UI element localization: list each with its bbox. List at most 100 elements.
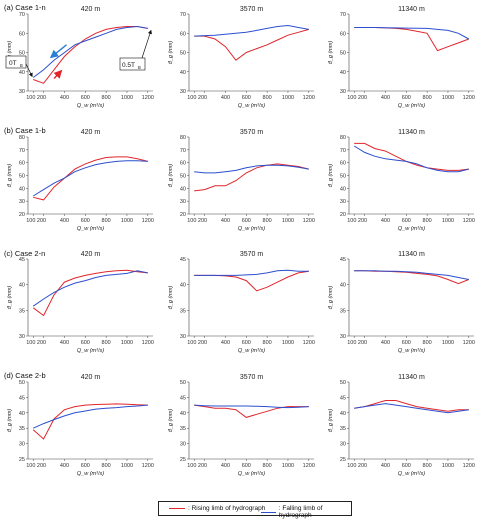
x-tick-label: 400 xyxy=(60,340,69,346)
y-tick-label: 30 xyxy=(19,334,25,340)
chart-grid: 420 m 30 40 50 60 70 100 200 400 600 800 1000 1200 Q… xyxy=(5,6,475,477)
row-title-d: (d) Case 2-b xyxy=(4,371,46,380)
series-line-falling xyxy=(194,164,309,174)
x-tick-label: 400 xyxy=(60,95,69,101)
series-line-rising xyxy=(354,400,469,412)
y-tick-label: 20 xyxy=(340,212,346,218)
chart-title: 3570 m xyxy=(240,374,264,381)
y-tick-label: 70 xyxy=(340,148,346,154)
series-line-falling xyxy=(354,403,469,414)
x-tick-label: 1200 xyxy=(142,218,154,224)
x-axis-label: Q_w (m³/s) xyxy=(77,471,104,477)
chart-title: 420 m xyxy=(81,6,101,13)
x-tick-label: 1200 xyxy=(463,463,475,469)
y-tick-label: 40 xyxy=(340,70,346,76)
series-line-rising xyxy=(194,163,309,192)
y-tick-label: 40 xyxy=(180,70,186,76)
y-tick-label: 80 xyxy=(340,135,346,141)
x-tick-label: 600 xyxy=(402,463,411,469)
x-tick-label: 1000 xyxy=(442,340,454,346)
x-tick-label: 100 200 xyxy=(26,340,46,346)
x-tick-label: 1000 xyxy=(121,463,133,469)
x-tick-label: 800 xyxy=(102,340,111,346)
x-tick-label: 100 200 xyxy=(26,218,46,224)
y-tick-label: 80 xyxy=(180,135,186,141)
x-tick-label: 1000 xyxy=(121,95,133,101)
y-tick-label: 30 xyxy=(180,89,186,95)
x-tick-label: 800 xyxy=(423,95,432,101)
x-tick-label: 400 xyxy=(60,218,69,224)
x-tick-label: 100 200 xyxy=(187,95,207,101)
x-tick-label: 1200 xyxy=(463,340,475,346)
x-tick-label: 800 xyxy=(263,463,272,469)
y-tick-label: 45 xyxy=(180,395,186,401)
peak-annotation-box xyxy=(119,57,146,71)
x-tick-label: 1000 xyxy=(282,95,294,101)
x-axis-label: Q_w (m³/s) xyxy=(238,471,265,477)
chart-panel: 11340 m 20 30 40 50 60 70 80 100 200 400 600 800 100… xyxy=(328,129,475,232)
x-tick-label: 1000 xyxy=(442,95,454,101)
y-tick-label: 50 xyxy=(19,174,25,180)
x-axis-label: Q_w (m³/s) xyxy=(238,103,265,109)
rising-direction-arrow xyxy=(53,69,63,79)
y-tick-label: 45 xyxy=(340,395,346,401)
series-line-falling xyxy=(32,270,148,307)
y-tick-label: 70 xyxy=(180,148,186,154)
y-tick-label: 40 xyxy=(180,186,186,192)
x-tick-label: 600 xyxy=(81,95,90,101)
y-tick-label: 40 xyxy=(19,70,25,76)
chart-panel: 11340 m 30 35 40 45 100 200 400 600 800 1000 1200 Q… xyxy=(328,251,475,354)
x-tick-label: 100 200 xyxy=(347,340,367,346)
x-tick-label: 800 xyxy=(263,95,272,101)
chart-title: 420 m xyxy=(81,129,101,136)
x-tick-label: 800 xyxy=(102,218,111,224)
x-tick-label: 600 xyxy=(81,218,90,224)
x-tick-label: 800 xyxy=(102,95,111,101)
series-line-rising xyxy=(354,142,469,171)
y-axis-label: d̄_g (mm) xyxy=(328,409,334,433)
x-tick-label: 100 200 xyxy=(187,340,207,346)
x-axis-label: Q_w (m³/s) xyxy=(77,103,104,109)
x-tick-label: 100 200 xyxy=(26,463,46,469)
x-tick-label: 400 xyxy=(60,463,69,469)
y-tick-label: 30 xyxy=(340,442,346,448)
chart-panel: 3570 m 30 35 40 45 100 200 400 600 800 1000 1200 Q_… xyxy=(168,251,315,354)
series-line-falling xyxy=(32,25,148,78)
legend: : Rising limb of hydrograph : Falling li… xyxy=(158,501,352,519)
y-axis-label: d̄_g (mm) xyxy=(328,286,334,310)
y-tick-label: 40 xyxy=(19,411,25,417)
y-tick-label: 25 xyxy=(19,457,25,463)
legend-item-rising: : Rising limb of hydrograph xyxy=(169,505,265,512)
x-tick-label: 1000 xyxy=(121,340,133,346)
x-tick-label: 1200 xyxy=(142,463,154,469)
x-tick-label: 100 200 xyxy=(347,95,367,101)
y-tick-label: 60 xyxy=(19,31,25,37)
y-tick-label: 45 xyxy=(340,257,346,263)
x-axis-label: Q_w (m³/s) xyxy=(398,103,425,109)
chart-panel: 11340 m 25 30 35 40 45 50 100 200 400 600 800 1000 1… xyxy=(328,374,475,477)
x-tick-label: 600 xyxy=(242,95,251,101)
series-line-falling xyxy=(32,404,148,429)
series-line-rising xyxy=(33,156,148,201)
y-tick-label: 40 xyxy=(180,411,186,417)
chart-panel: 420 m 30 40 50 60 70 100 200 400 600 800 1000 1200 Q… xyxy=(5,6,154,109)
x-axis-label: Q_w (m³/s) xyxy=(77,226,104,232)
start-annotation-label: 0T xyxy=(9,60,17,67)
x-tick-label: 400 xyxy=(381,340,390,346)
x-tick-label: 1200 xyxy=(303,340,315,346)
y-tick-label: 50 xyxy=(340,380,346,386)
series-line-falling xyxy=(354,27,470,40)
x-axis-label: Q_w (m³/s) xyxy=(398,348,425,354)
y-tick-label: 35 xyxy=(180,426,186,432)
y-tick-label: 60 xyxy=(340,31,346,37)
x-tick-label: 400 xyxy=(221,218,230,224)
chart-title: 3570 m xyxy=(240,6,264,13)
series-line-rising xyxy=(194,28,309,61)
start-arrow xyxy=(25,63,33,78)
series-line-rising xyxy=(194,404,309,418)
x-tick-label: 1200 xyxy=(303,95,315,101)
x-axis-label: Q_w (m³/s) xyxy=(77,348,104,354)
x-tick-label: 600 xyxy=(402,218,411,224)
y-tick-label: 80 xyxy=(19,135,25,141)
legend-swatch-falling xyxy=(261,511,276,513)
